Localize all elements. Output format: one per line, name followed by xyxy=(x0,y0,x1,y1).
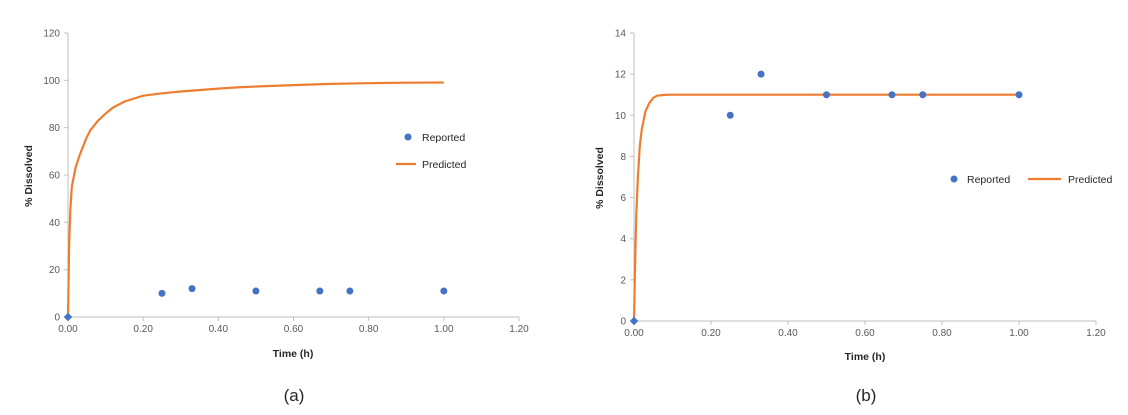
chart-panel-b: % Dissolved Time (h) Reported Predicted … xyxy=(594,29,1113,406)
legend-marker-reported-b xyxy=(950,175,958,183)
data-point-reported-a xyxy=(188,285,196,293)
legend-marker-reported-a xyxy=(404,133,412,141)
data-point-reported-a xyxy=(346,287,354,295)
x-tick-label-b: 0.60 xyxy=(855,328,875,339)
y-tick-label-a: 80 xyxy=(49,123,61,134)
y-axis-title-a: % Dissolved xyxy=(23,145,35,207)
x-tick-label-a: 0.80 xyxy=(359,324,379,335)
x-tick-label-a: 1.20 xyxy=(509,324,529,335)
data-point-reported-b xyxy=(726,111,734,119)
caption-b: (b) xyxy=(856,386,877,405)
y-tick-label-b: 2 xyxy=(620,275,626,286)
y-axis-title-b: % Dissolved xyxy=(594,147,606,209)
y-tick-label-a: 20 xyxy=(49,265,61,276)
caption-a: (a) xyxy=(284,386,305,405)
y-tick-label-b: 6 xyxy=(620,193,626,204)
x-tick-label-b: 0.40 xyxy=(778,328,798,339)
legend-label-reported-a: Reported xyxy=(422,132,465,144)
x-tick-label-a: 0.00 xyxy=(58,324,78,335)
x-tick-label-a: 0.20 xyxy=(133,324,153,335)
x-axis-title-a: Time (h) xyxy=(273,348,314,360)
data-point-reported-b xyxy=(823,91,830,99)
y-tick-label-a: 60 xyxy=(49,171,61,182)
data-point-reported-b xyxy=(1015,91,1023,99)
x-tick-label-b: 1.20 xyxy=(1086,328,1106,339)
data-point-reported-b xyxy=(919,91,927,99)
x-tick-label-b: 0.20 xyxy=(701,328,721,339)
y-tick-label-b: 14 xyxy=(615,29,627,40)
legend-label-reported-b: Reported xyxy=(967,174,1010,186)
x-tick-label-a: 1.00 xyxy=(434,324,454,335)
data-point-reported-a xyxy=(440,287,448,295)
x-tick-label-b: 0.00 xyxy=(624,328,644,339)
y-tick-label-a: 120 xyxy=(43,29,60,40)
y-tick-label-b: 12 xyxy=(615,70,627,81)
y-tick-label-b: 4 xyxy=(620,234,626,245)
series-line-predicted-b xyxy=(632,93,1019,322)
legend-label-predicted-b: Predicted xyxy=(1068,174,1113,186)
data-point-reported-a xyxy=(316,287,324,295)
data-point-reported-b xyxy=(629,316,639,326)
y-tick-label-b: 8 xyxy=(620,152,626,163)
y-tick-label-a: 40 xyxy=(49,218,61,229)
y-tick-label-b: 10 xyxy=(615,111,627,122)
x-tick-label-a: 0.40 xyxy=(209,324,229,335)
y-tick-label-a: 0 xyxy=(54,313,60,324)
data-point-reported-a xyxy=(63,312,73,322)
chart-panel-a: % Dissolved Time (h) Reported Predicted … xyxy=(23,29,529,406)
x-tick-label-b: 1.00 xyxy=(1009,328,1029,339)
series-line-predicted-a xyxy=(66,81,444,318)
x-tick-label-a: 0.60 xyxy=(284,324,304,335)
x-axis-title-b: Time (h) xyxy=(845,351,886,363)
y-tick-label-a: 100 xyxy=(43,76,60,87)
legend-label-predicted-a: Predicted xyxy=(422,159,467,171)
y-tick-label-b: 0 xyxy=(620,317,626,328)
data-point-reported-a xyxy=(252,287,260,295)
data-point-reported-b xyxy=(888,91,896,99)
data-point-reported-b xyxy=(757,70,765,78)
data-point-reported-a xyxy=(158,289,166,297)
x-tick-label-b: 0.80 xyxy=(932,328,952,339)
